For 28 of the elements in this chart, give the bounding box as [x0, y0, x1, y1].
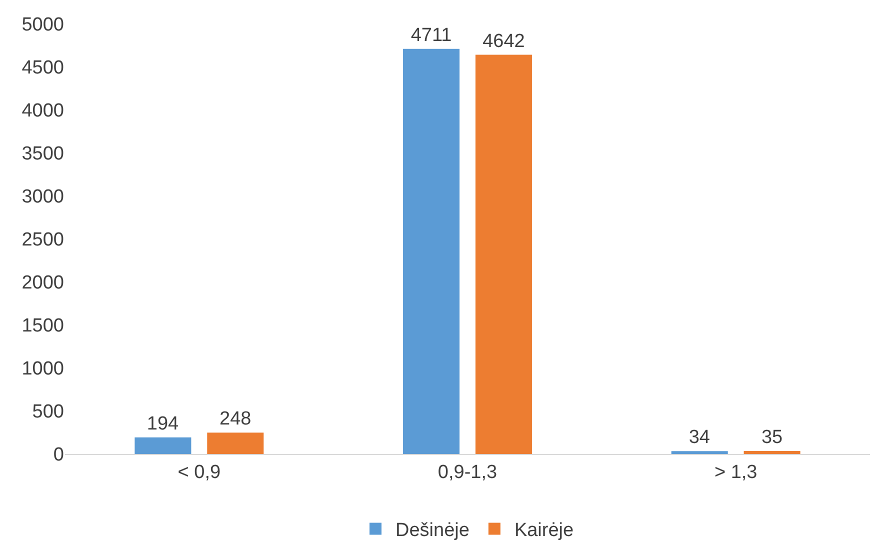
bar	[207, 432, 264, 454]
x-tick-label: > 1,3	[714, 462, 758, 483]
data-label: 34	[688, 427, 710, 448]
bar	[403, 48, 460, 454]
y-tick-label: 4500	[22, 58, 64, 79]
y-tick-label: 0	[53, 444, 64, 466]
data-label: 248	[220, 408, 252, 430]
x-tick-label: < 0,9	[178, 462, 221, 483]
y-tick-label: 4000	[22, 100, 64, 122]
bar	[671, 451, 728, 454]
y-tick-label: 1500	[22, 316, 64, 337]
bar	[475, 54, 532, 454]
bar	[744, 450, 800, 454]
data-label: 4711	[410, 24, 452, 46]
y-tick-label: 500	[32, 402, 64, 423]
legend-label: Kairėje	[514, 520, 574, 542]
x-tick-label: 0,9-1,3	[438, 462, 498, 483]
y-tick-label: 2000	[22, 272, 64, 294]
legend-label: Dešinėje	[396, 520, 470, 542]
y-tick-label: 3000	[22, 186, 64, 208]
data-label: 4642	[482, 30, 525, 52]
y-tick-label: 1000	[22, 358, 64, 380]
y-tick-label: 2500	[22, 230, 64, 251]
y-tick-label: 3500	[22, 144, 64, 165]
data-label: 35	[761, 426, 783, 448]
bar	[134, 437, 192, 454]
data-label: 194	[146, 413, 180, 434]
y-tick-label: 5000	[22, 14, 64, 36]
